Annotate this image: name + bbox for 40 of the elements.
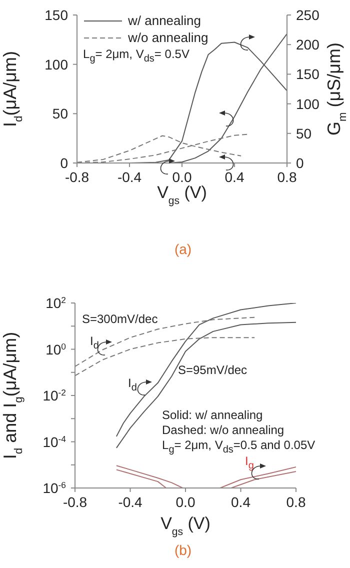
y2-tick-label: 100 [296,96,320,112]
x-tick-label: 0.8 [277,169,297,185]
y2-tick-label: 50 [296,125,312,142]
x-axis-title: V$_{gs}$ (V) [157,183,207,207]
annotation: I$_{d}$ [128,376,137,394]
x-tick-label: 0.0 [176,494,196,510]
y2-tick-label: 150 [296,66,320,82]
annotation: I$_{g}$ [245,454,254,472]
x-tick-label: -0.4 [118,494,143,510]
y2-tick-label: 200 [296,36,320,53]
annotation: Solid: w/ annealing [162,408,263,422]
x-tick-label: -0.4 [117,169,142,185]
text: (b) [173,542,193,558]
x-axis-title: V$_{gs}$ (V) [160,514,210,538]
y-tick-label: 10$^{2}$ [46,295,66,311]
y-tick-label: 50 [52,106,68,122]
annotation: S=300mV/dec [82,312,158,326]
annotation: L$_{g}$= 2μm, V$_{ds}$= 0.5V [83,47,190,64]
x-tick-label: 0.4 [231,494,251,510]
annotation: Dashed: w/o annealing [162,423,284,438]
annotation: S=95mV/dec [178,363,248,378]
y-tick-label: 10$^{-6}$ [42,480,66,496]
y-tick-label: 0 [60,155,68,171]
x-tick-label: 0.8 [286,494,306,510]
y-tick-label: 10$^{0}$ [46,341,66,358]
y-tick-label: 10$^{-2}$ [42,388,66,404]
annotation: L$_{g}$= 2μm, V$_{ds}$=0.5 and 0.05V [162,438,316,456]
y2-tick-label: 250 [296,7,320,23]
y-tick-label: 10$^{-4}$ [42,434,66,450]
y-tick-label: 150 [44,7,68,23]
y2-tick-label: 0 [296,155,304,171]
annotation: I$_{d}$ [90,334,99,352]
legend-label: w/o annealing [128,30,208,45]
x-tick-label: -0.8 [64,169,90,185]
x-tick-label: 0.4 [224,169,244,185]
text: (a) [173,241,193,258]
x-tick-label: 0.0 [172,169,192,185]
legend-label: w/ annealing [128,13,201,28]
y-tick-label: 100 [44,56,68,72]
x-tick-label: -0.8 [62,494,88,510]
